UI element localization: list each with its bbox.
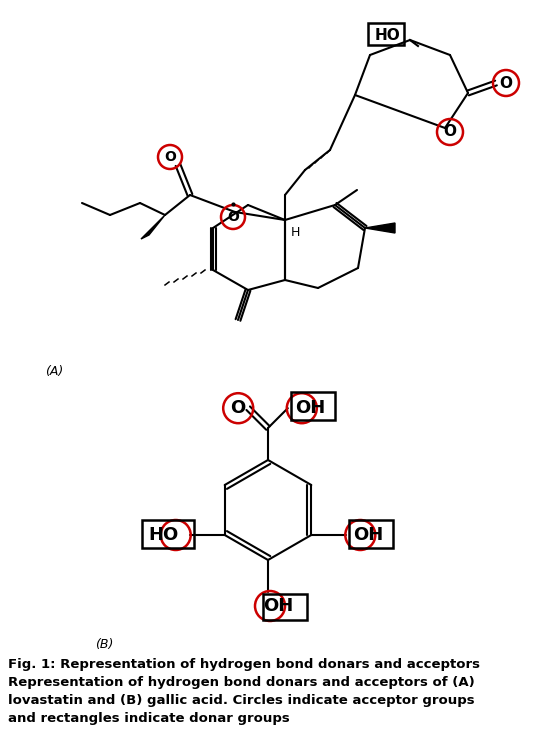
Bar [368, 23, 404, 45]
Bar [263, 594, 307, 620]
Text: OH: OH [353, 526, 383, 544]
Bar [349, 520, 393, 548]
Bar [142, 520, 194, 548]
Text: HO: HO [149, 526, 179, 544]
Text: Representation of hydrogen bond donars and acceptors of (A): Representation of hydrogen bond donars a… [8, 676, 475, 689]
Text: O: O [227, 210, 239, 224]
Text: Fig. 1: Representation of hydrogen bond donars and acceptors: Fig. 1: Representation of hydrogen bond … [8, 658, 480, 671]
Text: O: O [164, 150, 176, 164]
Text: OH: OH [295, 399, 325, 417]
Text: (B): (B) [95, 638, 113, 651]
Text: lovastatin and (B) gallic acid. Circles indicate acceptor groups: lovastatin and (B) gallic acid. Circles … [8, 694, 475, 707]
Bar [291, 392, 335, 420]
Text: HO: HO [375, 28, 401, 43]
Text: O: O [444, 124, 457, 139]
Text: and rectangles indicate donar groups: and rectangles indicate donar groups [8, 712, 290, 725]
Polygon shape [141, 215, 165, 239]
Text: H: H [291, 225, 300, 238]
Polygon shape [365, 223, 395, 233]
Text: (A): (A) [45, 365, 63, 378]
Text: O: O [231, 399, 246, 417]
Text: OH: OH [263, 597, 293, 615]
Text: O: O [500, 76, 513, 91]
